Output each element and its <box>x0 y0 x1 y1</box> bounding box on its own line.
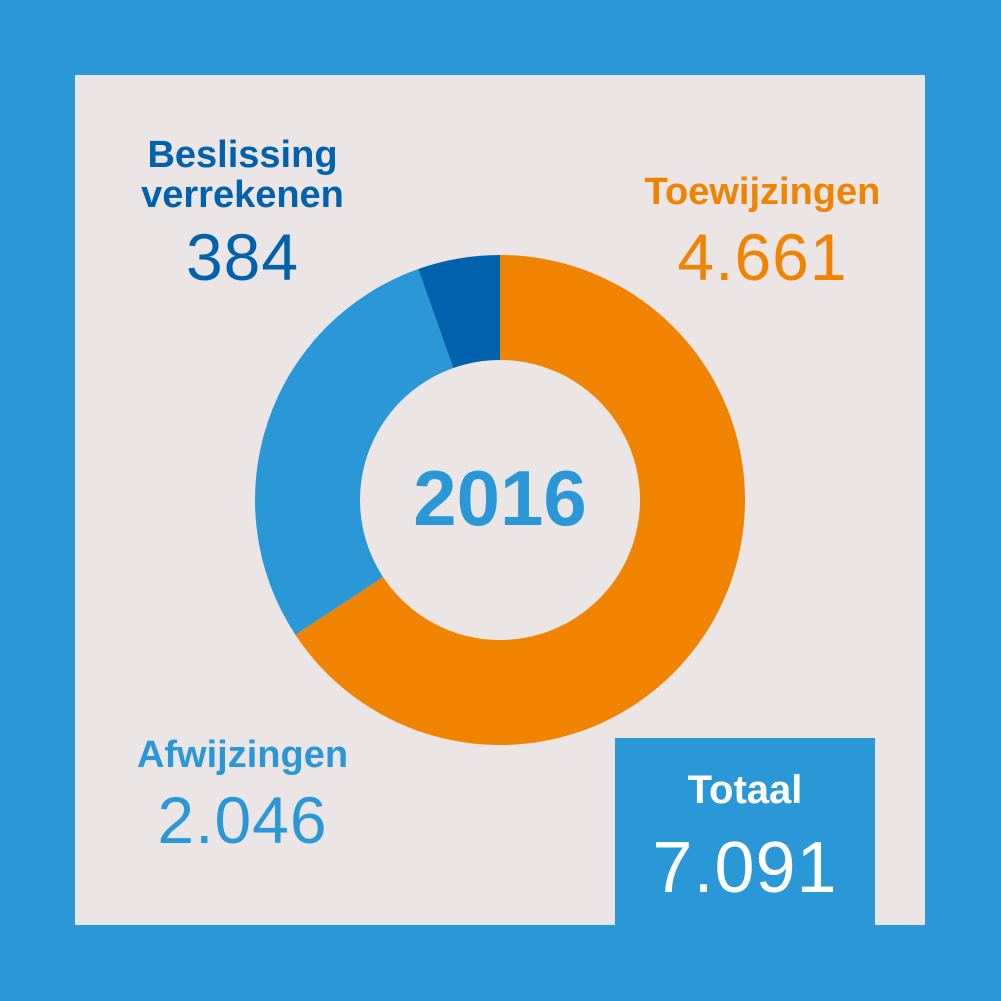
slice-afwijzingen <box>255 269 454 635</box>
beslissing-label-line1: Beslissing <box>147 134 338 176</box>
total-box: Totaal 7.091 <box>615 738 875 1001</box>
afwijzingen-label: Afwijzingen <box>136 734 349 776</box>
center-year-label: 2016 <box>413 454 587 542</box>
total-value: 7.091 <box>652 828 838 908</box>
beslissing-label-line2: verrekenen <box>141 174 344 216</box>
beslissing-label: Beslissing verrekenen <box>120 135 365 215</box>
toewijzingen-value: 4.661 <box>677 220 848 294</box>
slice-toewijzingen <box>295 255 745 746</box>
beslissing-value: 384 <box>185 220 300 294</box>
afwijzingen-value: 2.046 <box>157 783 328 857</box>
total-label: Totaal <box>687 768 803 812</box>
toewijzingen-label: Toewijzingen <box>644 171 881 213</box>
slice-beslissing-verrekenen <box>418 255 500 369</box>
